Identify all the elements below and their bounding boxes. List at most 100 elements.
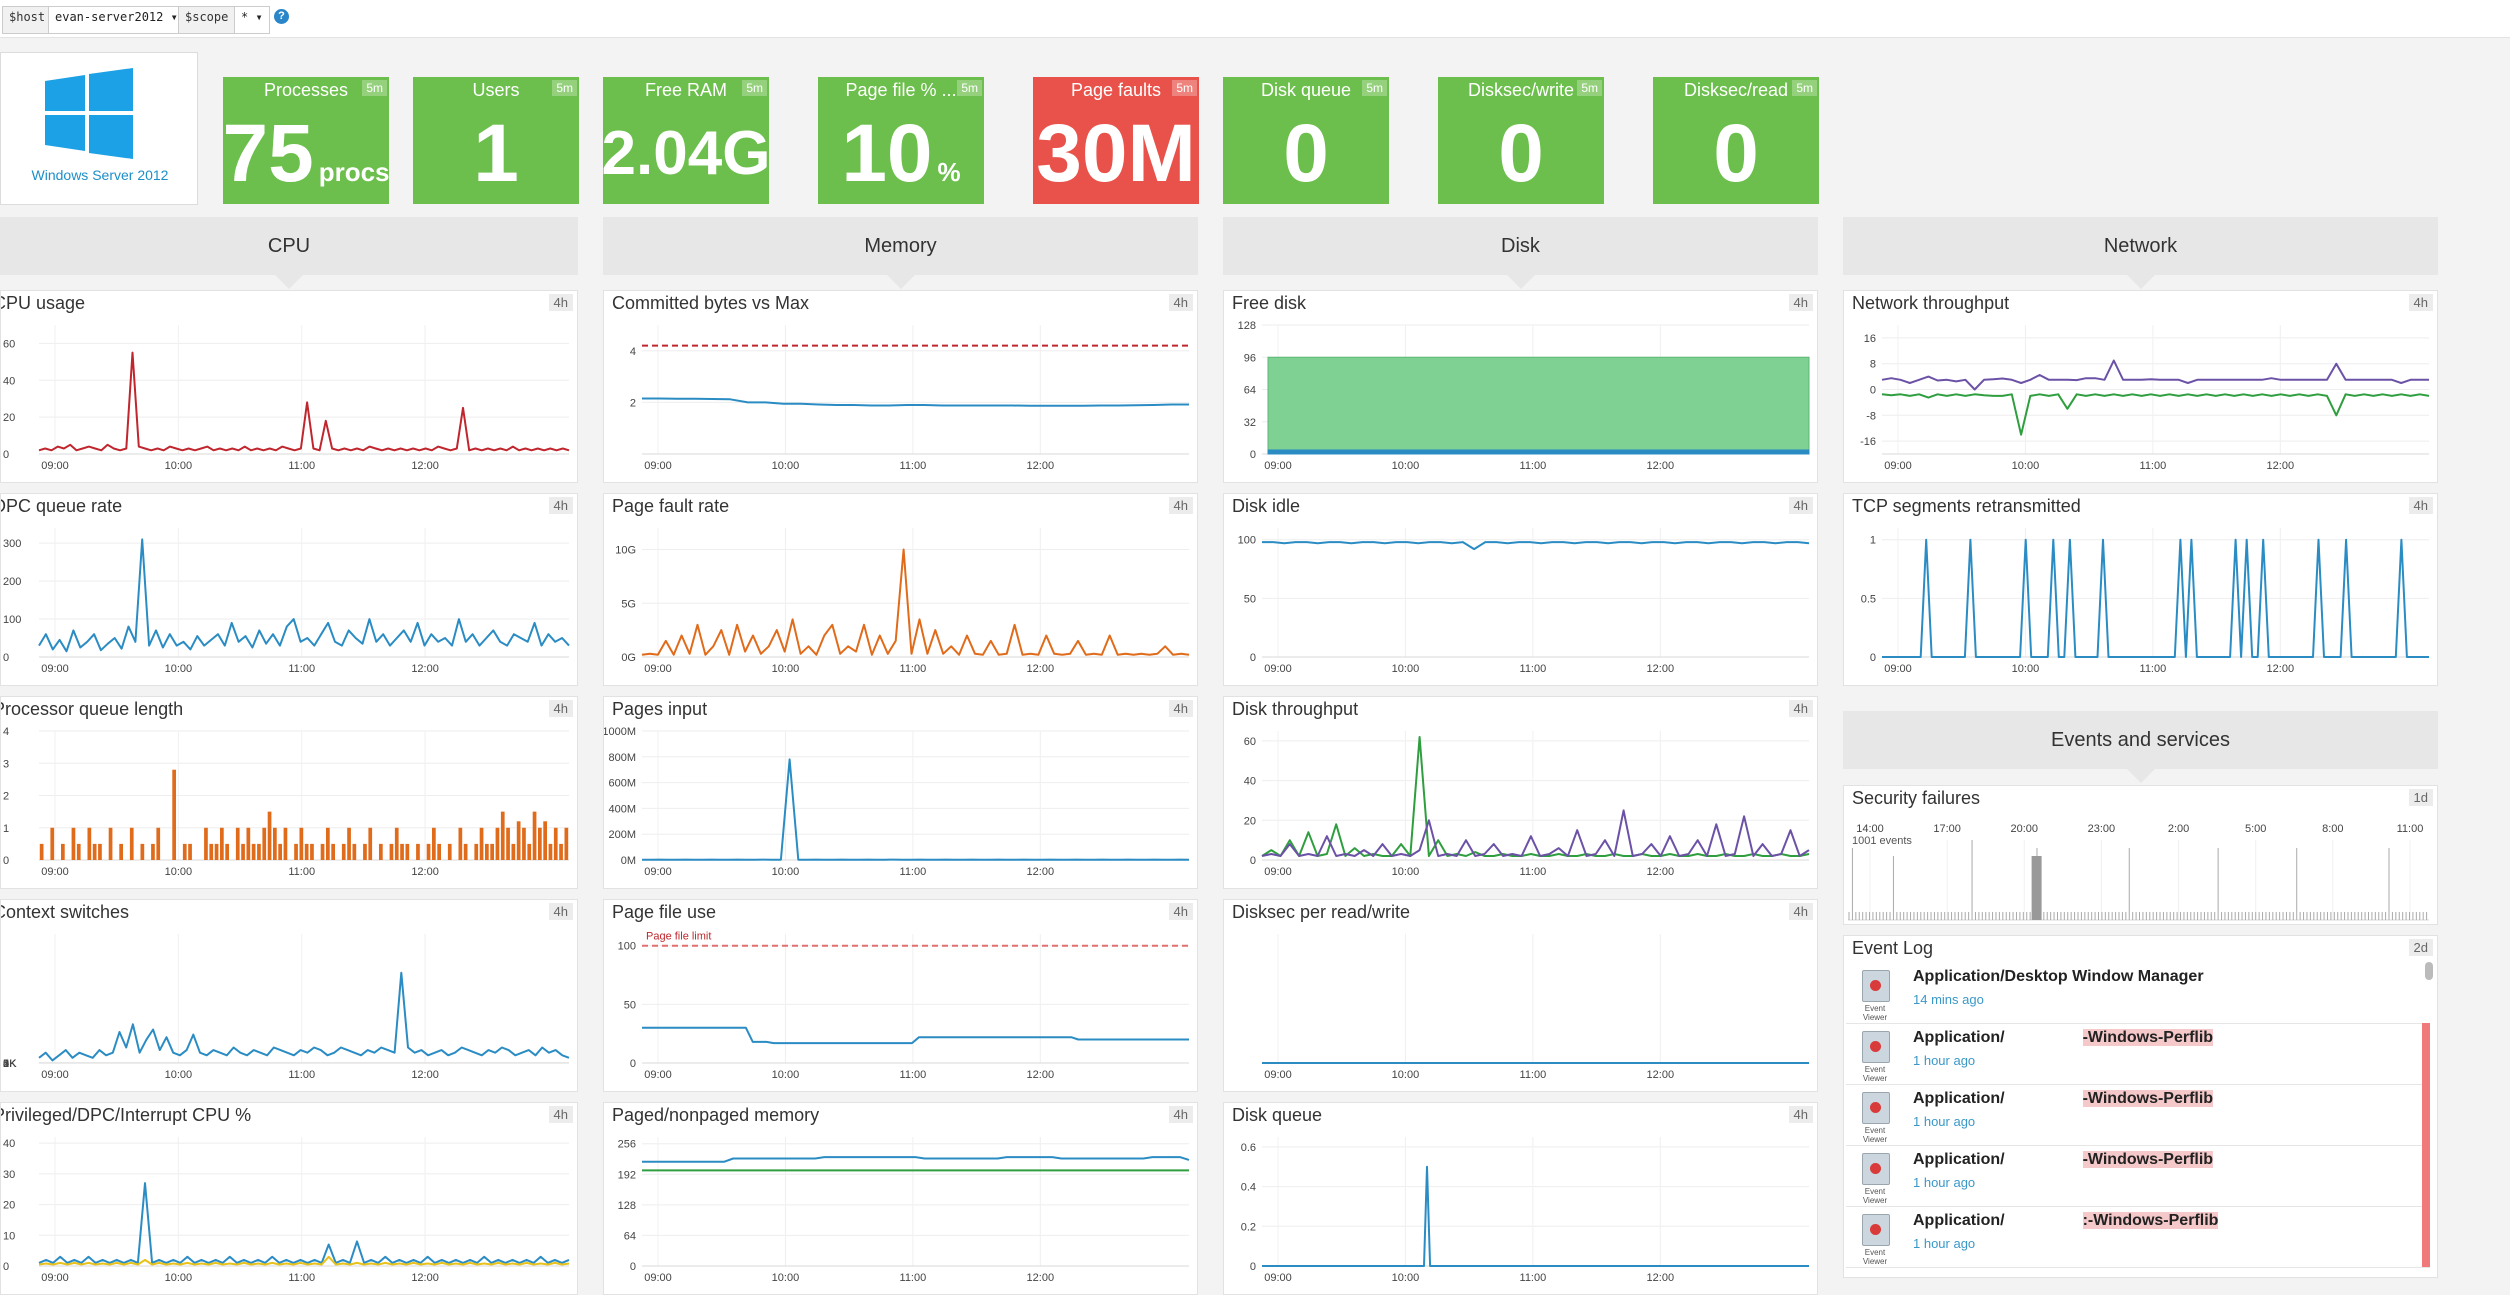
logo-caption: Windows Server 2012 bbox=[31, 167, 169, 183]
chart-bar bbox=[2162, 912, 2164, 920]
chart-timeframe-badge[interactable]: 4h bbox=[1168, 1106, 1193, 1123]
y-tick-label: 60 bbox=[1244, 736, 1256, 748]
chart-plot[interactable]: 0 100 200 300 09:00 10:00 11:00 12:00 bbox=[1, 522, 577, 685]
chart-timeframe-badge[interactable]: 4h bbox=[548, 700, 573, 717]
stat-tile-4[interactable]: Page faults 5m 30M bbox=[1033, 77, 1199, 204]
chart-bar bbox=[257, 843, 261, 860]
chart-timeframe-badge[interactable]: 4h bbox=[2408, 294, 2433, 311]
chart-plot[interactable]: 0 20 40 60 09:00 10:00 11:00 12:00 bbox=[1224, 725, 1817, 888]
event-title[interactable]: Application/ -Windows-Perflib bbox=[1913, 1090, 2214, 1108]
chart-timeframe-badge[interactable]: 4h bbox=[1788, 903, 1813, 920]
y-tick-label: 1000M bbox=[604, 726, 636, 738]
chart-bar bbox=[2173, 912, 2175, 920]
chart-bar bbox=[2402, 912, 2404, 920]
y-tick-label: 0 bbox=[630, 1058, 636, 1070]
chart-bar bbox=[2323, 912, 2325, 920]
chart-timeframe-badge[interactable]: 4h bbox=[1788, 700, 1813, 717]
chart-plot[interactable]: 0 10 20 30 40 09:00 10:00 11:00 12:00 bbox=[1, 1131, 577, 1294]
chart-plot[interactable]: 0G 5G 10G 09:00 10:00 11:00 12:00 bbox=[604, 522, 1197, 685]
chart-timeframe-badge[interactable]: 1d bbox=[2408, 789, 2433, 806]
stat-tile-7[interactable]: Disksec/read 5m 0 bbox=[1653, 77, 1819, 204]
chart-plot[interactable]: 0 20 40 60 09:00 10:00 11:00 12:00 bbox=[1, 319, 577, 482]
chart-timeframe-badge[interactable]: 4h bbox=[1168, 903, 1193, 920]
chart-bar bbox=[2320, 912, 2322, 920]
chart-timeframe-badge[interactable]: 4h bbox=[2408, 497, 2433, 514]
event-title[interactable]: Application/Desktop Window Manager bbox=[1913, 968, 2204, 986]
event-log-item[interactable]: Event Viewer Application/ -Windows-Perflib… bbox=[1846, 1023, 2430, 1085]
chart-timeframe-badge[interactable]: 4h bbox=[1788, 497, 1813, 514]
event-log-item[interactable]: Event Viewer Application/:-Windows-Perfli… bbox=[1846, 1206, 2430, 1268]
y-tick-label: 0 bbox=[1870, 652, 1876, 664]
stat-tile-5[interactable]: Disk queue 5m 0 bbox=[1223, 77, 1389, 204]
event-log-item[interactable]: Event Viewer Application/ -Windows-Perflib… bbox=[1846, 1084, 2430, 1146]
chart-bar bbox=[1896, 912, 1898, 920]
x-tick-label: 10:00 bbox=[165, 1272, 193, 1284]
chart-bar bbox=[490, 843, 495, 860]
chart-plot[interactable]: 0 1 2 3 4 09:00 10:00 11:00 12:00 bbox=[1, 725, 577, 888]
template-var-scope-select[interactable]: * ▾ bbox=[234, 6, 270, 34]
y-tick-label: 600M bbox=[608, 778, 636, 790]
event-log-scrollbar[interactable] bbox=[2425, 962, 2433, 980]
stat-tile-1[interactable]: Users 5m 1 bbox=[413, 77, 579, 204]
help-icon[interactable]: ? bbox=[274, 9, 289, 24]
chart-timeframe-badge[interactable]: 4h bbox=[1168, 700, 1193, 717]
chart-plot[interactable]: 16 8 0 -8 -16 09:00 10:00 11:00 12:00 bbox=[1844, 319, 2437, 482]
chart-plot[interactable]: 0 50 100 09:00 10:00 11:00 12:00 bbox=[1224, 522, 1817, 685]
chart-panel-cpu-usage: CPU usage 4h 0 20 40 60 09:00 10:00 11:00 12:00 bbox=[0, 290, 578, 483]
stat-tile-title: Disk queue bbox=[1260, 80, 1352, 100]
chart-plot[interactable]: 2 4 09:00 10:00 11:00 12:00 bbox=[604, 319, 1197, 482]
chart-plot[interactable]: 0 50 100 09:00 10:00 11:00 12:00 Page file limi… bbox=[604, 928, 1197, 1091]
stat-tile-2[interactable]: Free RAM 5m 2.04G bbox=[602, 77, 770, 204]
chart-bar bbox=[553, 827, 558, 860]
stat-tile-3[interactable]: Page file % ... 5m 10% bbox=[818, 77, 984, 204]
event-title[interactable]: Application/:-Windows-Perflib bbox=[1913, 1212, 2219, 1230]
chart-bar bbox=[1937, 912, 1939, 920]
chart-plot[interactable]: 0 0.5 1 09:00 10:00 11:00 12:00 bbox=[1844, 522, 2437, 685]
chart-timeframe-badge[interactable]: 4h bbox=[1168, 294, 1193, 311]
event-log-item[interactable]: Event Viewer Application/ -Windows-Perflib… bbox=[1846, 1145, 2430, 1207]
event-log-timeframe-badge[interactable]: 2d bbox=[2408, 939, 2433, 956]
stat-tile-number: 0 bbox=[1283, 108, 1329, 199]
chart-timeframe-badge[interactable]: 4h bbox=[1168, 497, 1193, 514]
chart-timeframe-badge[interactable]: 4h bbox=[548, 294, 573, 311]
chart-bar bbox=[2101, 912, 2103, 920]
chart-plot[interactable]: 14:00 17:00 20:00 23:00 2:00 5:00 8:00 11:00 100… bbox=[1844, 814, 2437, 924]
chart-timeframe-badge[interactable]: 4h bbox=[548, 497, 573, 514]
chart-bar bbox=[2193, 912, 2195, 920]
chart-timeframe-badge[interactable]: 4h bbox=[548, 903, 573, 920]
chart-title: TCP segments retransmitted bbox=[1852, 496, 2081, 516]
stat-tile-6[interactable]: Disksec/write 5m 0 bbox=[1438, 77, 1604, 204]
y-tick-label: 0.5 bbox=[1861, 593, 1876, 605]
chart-plot[interactable]: 0 0.2 0.4 0.6 09:00 10:00 11:00 12:00 bbox=[1224, 1131, 1817, 1294]
chart-timeframe-badge[interactable]: 4h bbox=[548, 1106, 573, 1123]
y-tick-label: 40 bbox=[3, 1138, 15, 1150]
template-var-host-select[interactable]: evan-server2012 ▾ bbox=[48, 6, 185, 34]
y-tick-label: 96 bbox=[1244, 352, 1256, 364]
chart-bar bbox=[2251, 912, 2253, 920]
chart-bar bbox=[204, 827, 208, 860]
stat-tile-0[interactable]: Processes 5m 75 procs bbox=[222, 77, 390, 204]
chart-plot[interactable]: 0 64 128 192 256 09:00 10:00 11:00 12:00 bbox=[604, 1131, 1197, 1294]
x-tick-label: 12:00 bbox=[1647, 1272, 1675, 1284]
x-tick-label: 12:00 bbox=[1027, 663, 1055, 675]
section-cpu: CPU bbox=[0, 217, 578, 289]
chart-line-series bbox=[641, 548, 1190, 656]
chart-panel-security-failures: Security failures 1d 14:00 17:00 20:00 23:00 2… bbox=[1843, 785, 2438, 925]
chart-plot[interactable]: 0 32 64 96 128 09:00 10:00 11:00 12:00 bbox=[1224, 319, 1817, 482]
chart-timeframe-badge[interactable]: 4h bbox=[1788, 294, 1813, 311]
chart-bar bbox=[2419, 912, 2421, 920]
chart-timeframe-badge[interactable]: 4h bbox=[1788, 1106, 1813, 1123]
event-log-item[interactable]: Event Viewer Application/Desktop Window M… bbox=[1846, 962, 2430, 1024]
x-tick-label: 23:00 bbox=[2088, 823, 2116, 835]
event-title[interactable]: Application/ -Windows-Perflib bbox=[1913, 1151, 2214, 1169]
chart-bar bbox=[2244, 912, 2246, 920]
event-title[interactable]: Application/ -Windows-Perflib bbox=[1913, 1029, 2214, 1047]
stat-tile-timeframe-badge: 5m bbox=[1172, 80, 1197, 96]
chart-bar bbox=[1954, 912, 1956, 920]
chart-plot[interactable]: 0M 200M 400M 600M 800M 1000M 09:00 10:00 11:00 12… bbox=[604, 725, 1197, 888]
stat-tile-value: 10% bbox=[818, 107, 984, 201]
chart-bar bbox=[1933, 912, 1935, 920]
x-tick-label: 12:00 bbox=[1027, 866, 1055, 878]
chart-plot[interactable]: 09:00 10:00 11:00 12:00 bbox=[1224, 928, 1817, 1091]
